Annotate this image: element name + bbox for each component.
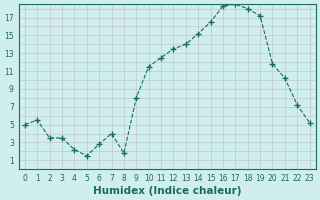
X-axis label: Humidex (Indice chaleur): Humidex (Indice chaleur) <box>93 186 242 196</box>
